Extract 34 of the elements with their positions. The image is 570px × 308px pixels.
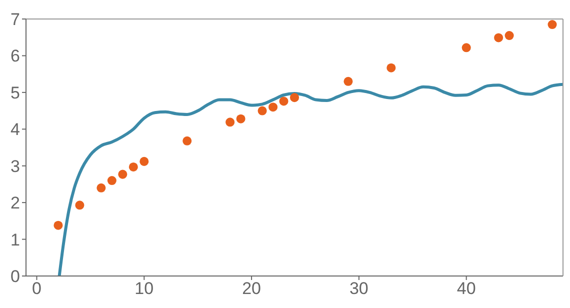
x-tick-label: 10 bbox=[134, 279, 154, 298]
y-tick-label: 4 bbox=[10, 120, 20, 140]
y-tick-label: 3 bbox=[10, 156, 20, 176]
point bbox=[462, 43, 471, 52]
point bbox=[268, 102, 278, 112]
y-tick-label: 7 bbox=[10, 10, 20, 30]
line-series bbox=[58, 82, 563, 276]
point bbox=[494, 33, 504, 42]
y-tick-label: 2 bbox=[10, 194, 20, 213]
point bbox=[118, 170, 128, 179]
point bbox=[226, 118, 235, 127]
point bbox=[386, 63, 396, 72]
point bbox=[107, 176, 116, 186]
point bbox=[279, 96, 288, 106]
point bbox=[54, 220, 63, 230]
point bbox=[344, 76, 353, 86]
point bbox=[258, 106, 267, 116]
x-tick-label: 20 bbox=[242, 279, 261, 298]
y-tick-label: 1 bbox=[10, 230, 20, 250]
point bbox=[236, 114, 246, 124]
point bbox=[140, 156, 149, 166]
x-tick-label: 0 bbox=[32, 279, 42, 298]
point bbox=[75, 200, 84, 210]
x-tick-label: 30 bbox=[349, 279, 368, 298]
point bbox=[290, 93, 300, 102]
y-tick-label: 6 bbox=[10, 46, 20, 66]
point bbox=[548, 20, 557, 30]
point bbox=[96, 183, 106, 192]
point bbox=[182, 136, 192, 146]
y-tick-label: 0 bbox=[10, 267, 20, 286]
y-tick-label: 5 bbox=[10, 83, 20, 102]
x-tick-label: 40 bbox=[456, 279, 476, 298]
point bbox=[128, 162, 138, 172]
point bbox=[504, 31, 514, 40]
